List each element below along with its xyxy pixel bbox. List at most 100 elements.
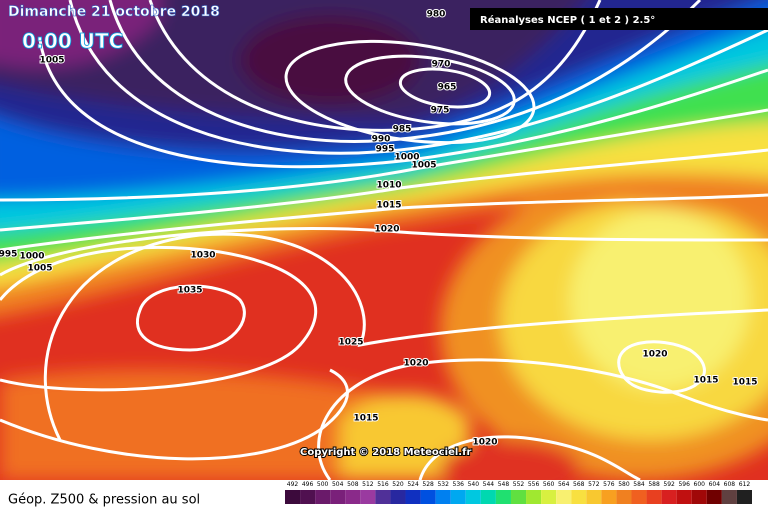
scale-label: 556 — [528, 481, 540, 488]
footer-title: Géop. Z500 & pression au sol — [8, 493, 200, 508]
scale-cell — [616, 490, 632, 504]
scale-cell — [480, 490, 496, 504]
scale-label: 596 — [678, 481, 690, 488]
isobar — [317, 358, 768, 480]
scale-label: 560 — [543, 481, 555, 488]
scale-cell — [556, 490, 572, 504]
isobar-label: 965 — [438, 83, 457, 93]
isobar-label: 1005 — [27, 264, 52, 274]
map-title: Dimanche 21 octobre 2018 — [8, 4, 220, 20]
isobar-label: 975 — [431, 106, 450, 116]
scale-label: 612 — [739, 481, 751, 488]
isobar — [0, 245, 318, 392]
scale-label: 496 — [302, 481, 314, 488]
scale-label: 520 — [392, 481, 404, 488]
scale-cell — [375, 490, 391, 504]
scale-cell — [661, 490, 677, 504]
scale-cell — [315, 490, 331, 504]
scale-cell — [586, 490, 602, 504]
scale-label: 536 — [453, 481, 465, 488]
isobar-label: 1025 — [338, 338, 363, 348]
scale-cell — [526, 490, 542, 504]
scale-cell — [601, 490, 617, 504]
scale-cell — [345, 490, 361, 504]
scale-cell — [450, 490, 466, 504]
scale-cell — [360, 490, 376, 504]
scale-cell — [736, 490, 752, 504]
isobar — [0, 368, 349, 461]
isobar — [148, 0, 602, 132]
scale-cell — [510, 490, 527, 504]
isobar-label: 1005 — [411, 161, 436, 171]
scale-cell — [285, 490, 301, 504]
scale-label: 584 — [633, 481, 645, 488]
scale-cell — [721, 490, 737, 504]
isobar — [136, 284, 246, 352]
isobar-label: 980 — [427, 10, 446, 20]
scale-label: 528 — [422, 481, 434, 488]
isobar-label: 1020 — [472, 438, 497, 448]
isobar — [68, 0, 768, 155]
isobar — [0, 193, 768, 252]
color-scale: 492 496 500 504 508 512 516 520 524 528 532 536 540 5… — [285, 481, 752, 504]
isobar-label: 1020 — [642, 350, 667, 360]
scale-label: 516 — [377, 481, 389, 488]
isobar-label: 1020 — [403, 359, 428, 369]
map-time: 0:00 UTC — [22, 29, 123, 53]
scale-label: 608 — [724, 481, 736, 488]
isobar — [398, 67, 492, 109]
scale-label: 508 — [347, 481, 359, 488]
isobars — [0, 0, 768, 480]
isobar — [43, 232, 768, 441]
source-box — [470, 8, 768, 30]
isobar-label: 1015 — [353, 414, 378, 424]
scale-label: 552 — [513, 481, 525, 488]
isobar-label: 1000 — [19, 252, 44, 262]
scale-label: 532 — [437, 481, 449, 488]
isobar — [38, 39, 768, 169]
scale-cell — [435, 490, 451, 504]
scale-label: 588 — [648, 481, 660, 488]
isobar-label: 1020 — [374, 225, 399, 235]
copyright: Copyright © 2018 Meteociel.fr — [300, 447, 471, 458]
isobar-label: 985 — [393, 125, 412, 135]
isobar-label: 1015 — [376, 201, 401, 211]
scale-cell — [631, 490, 647, 504]
scale-label: 592 — [663, 481, 675, 488]
isobar-label: 970 — [432, 60, 451, 70]
scale-cell — [390, 490, 406, 504]
isobar — [0, 227, 768, 277]
scale-label: 544 — [483, 481, 495, 488]
scale-label: 540 — [468, 481, 480, 488]
isobar — [617, 340, 706, 394]
isobar — [418, 435, 641, 480]
scale-label: 604 — [709, 481, 721, 488]
scale-cell — [646, 490, 662, 504]
scale-cell — [676, 490, 692, 504]
isobar-label: 995 — [376, 145, 395, 155]
isobar-label: 1010 — [376, 181, 401, 191]
scale-cell — [495, 490, 511, 504]
scale-cell — [691, 490, 707, 504]
scale-label: 564 — [558, 481, 570, 488]
isobar-label: 1000 — [394, 153, 419, 163]
scale-label: 600 — [694, 481, 706, 488]
scale-label: 524 — [407, 481, 419, 488]
isobar — [108, 0, 702, 143]
scale-label: 580 — [618, 481, 630, 488]
scale-cell — [300, 490, 316, 504]
scale-cell — [706, 490, 722, 504]
isobar-label: 1005 — [39, 56, 64, 66]
scale-cell — [541, 490, 557, 504]
isobar — [0, 108, 768, 202]
isobar — [0, 148, 768, 232]
isobar-label: 1030 — [190, 251, 215, 261]
scale-cell — [465, 490, 481, 504]
isobar-label: 1035 — [177, 286, 202, 296]
scale-cell — [330, 490, 346, 504]
isobar-label: 990 — [372, 135, 391, 145]
scale-label: 504 — [332, 481, 344, 488]
scale-label: 512 — [362, 481, 374, 488]
scale-label: 568 — [573, 481, 585, 488]
